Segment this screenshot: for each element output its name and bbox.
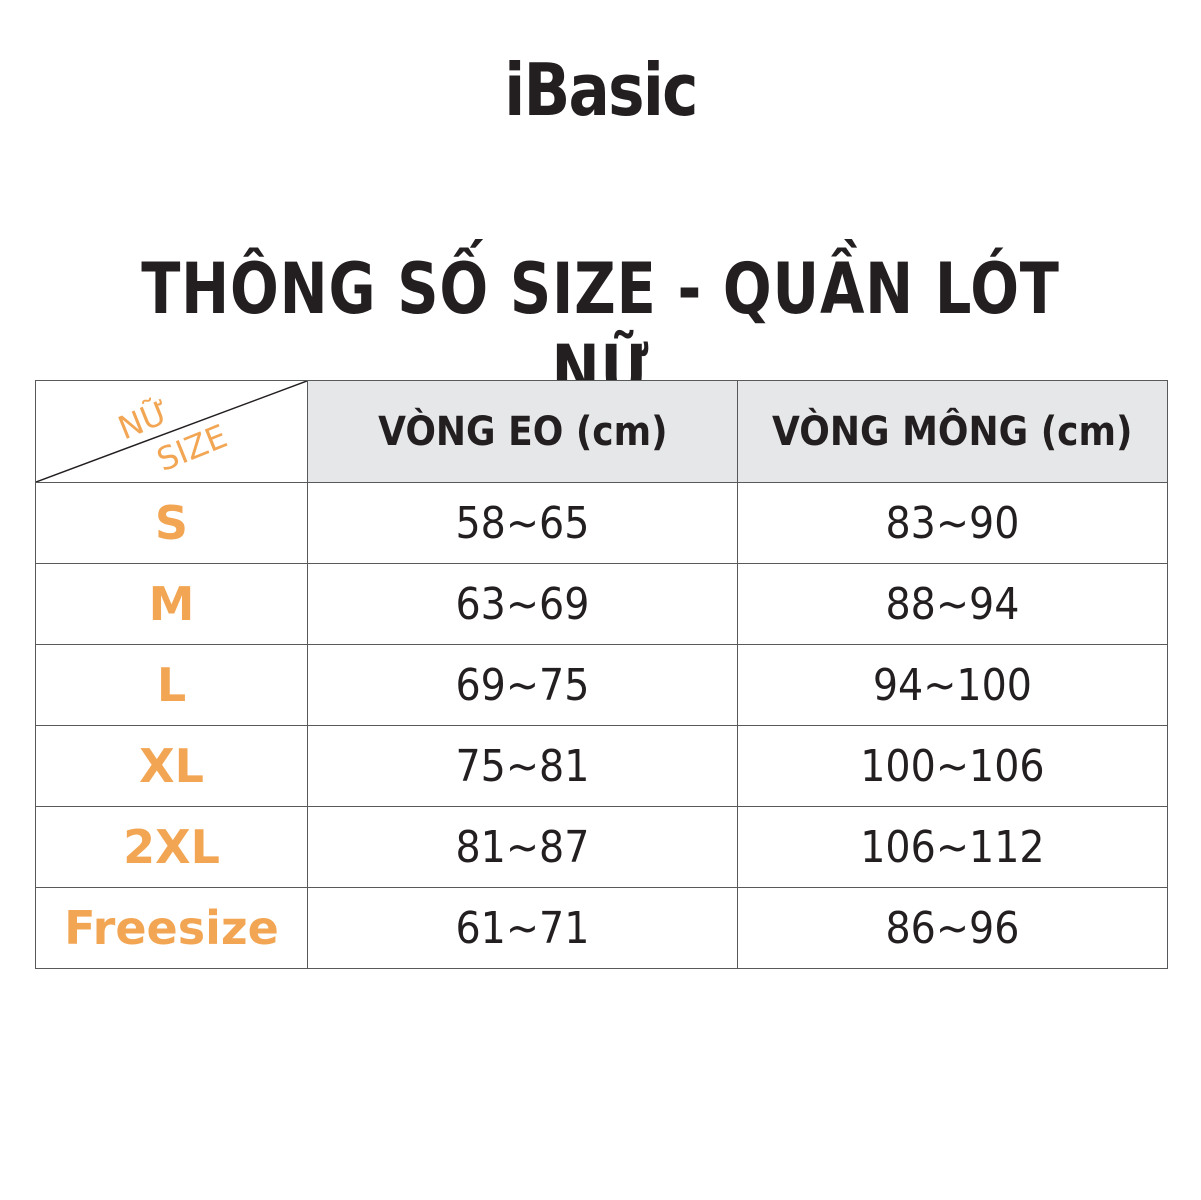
size-cell: M [35,563,308,645]
table-header-row: NỮ SIZE VÒNG EO (cm) VÒNG MÔNG (cm) [35,380,1168,483]
waist-cell: 81~87 [307,806,738,888]
hip-cell: 106~112 [737,806,1168,888]
hip-cell: 86~96 [737,887,1168,969]
size-cell: S [35,482,308,564]
table-row: Freesize 61~71 86~96 [35,887,1168,969]
brand-logo: iBasic [504,48,698,132]
waist-cell: 58~65 [307,482,738,564]
table-row: 2XL 81~87 106~112 [35,806,1168,888]
hip-cell: 94~100 [737,644,1168,726]
header-waist: VÒNG EO (cm) [307,380,738,483]
table-row: S 58~65 83~90 [35,482,1168,564]
size-cell: 2XL [35,806,308,888]
waist-cell: 75~81 [307,725,738,807]
hip-cell: 88~94 [737,563,1168,645]
hip-cell: 100~106 [737,725,1168,807]
table-row: L 69~75 94~100 [35,644,1168,726]
size-cell: XL [35,725,308,807]
page-title: THÔNG SỐ SIZE - QUẦN LÓT NỮ [141,248,1060,412]
size-cell: L [35,644,308,726]
diagonal-divider [36,381,307,482]
corner-cell: NỮ SIZE [35,380,308,483]
size-cell: Freesize [35,887,308,969]
waist-cell: 63~69 [307,563,738,645]
header-hip: VÒNG MÔNG (cm) [737,380,1168,483]
table-row: M 63~69 88~94 [35,563,1168,645]
waist-cell: 69~75 [307,644,738,726]
hip-cell: 83~90 [737,482,1168,564]
table-row: XL 75~81 100~106 [35,725,1168,807]
waist-cell: 61~71 [307,887,738,969]
size-table: NỮ SIZE VÒNG EO (cm) VÒNG MÔNG (cm) S 58… [35,380,1168,969]
